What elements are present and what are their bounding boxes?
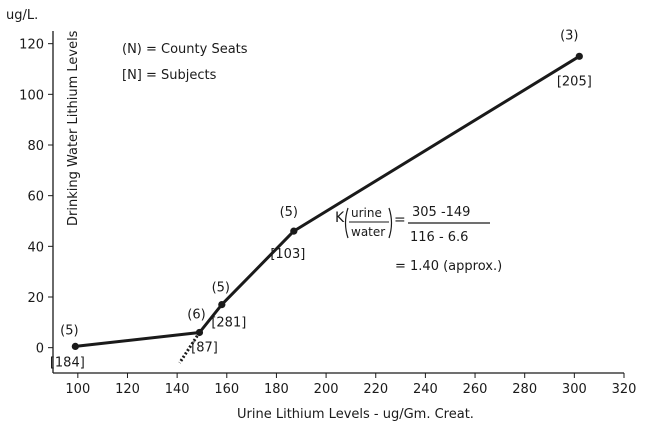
y-axis-label: Drinking Water Lithium Levels [66, 30, 81, 226]
y-unit-label: ug/L. [6, 8, 38, 23]
subjects-label: [205] [557, 74, 592, 89]
x-tick-label: 220 [363, 382, 388, 397]
county-seats-label: (6) [187, 307, 205, 322]
ticks: 100 120 140 160 180 200 220 240 260 280 300 320 0 20 4… [19, 38, 636, 397]
x-tick-label: 300 [562, 382, 587, 397]
data-point [195, 328, 204, 337]
y-tick-label: 0 [36, 342, 44, 357]
k-fraction-top: urine [351, 206, 382, 220]
axes [52, 31, 624, 374]
x-tick-label: 180 [264, 382, 289, 397]
k-denominator: 116 - 6.6 [410, 230, 468, 245]
subjects-label: [87] [191, 340, 218, 355]
k-equals: = [394, 212, 406, 228]
y-tick-label: 20 [27, 291, 44, 306]
legend-item-subjects: [N] = Subjects [122, 68, 217, 83]
x-tick-label: 100 [65, 382, 90, 397]
k-fraction-bottom: water [351, 225, 385, 239]
k-right-paren [388, 207, 393, 239]
series [71, 52, 583, 364]
k-left-paren [344, 207, 349, 239]
x-tick-label: 120 [115, 382, 140, 397]
x-tick-label: 160 [214, 382, 239, 397]
x-axis-label: Urine Lithium Levels - ug/Gm. Creat. [237, 407, 474, 422]
k-annotation: K urine water = 305 -149 116 - 6.6 = 1.4… [335, 205, 502, 274]
data-point [71, 342, 79, 350]
k-prefix: K [335, 210, 345, 226]
point-labels: (5) [184] (6) [87] (5) [281] (5) [103] (3) [205] [50, 28, 592, 370]
k-result: = 1.40 (approx.) [395, 259, 502, 274]
x-tick-label: 320 [612, 382, 637, 397]
legend: (N) = County Seats [N] = Subjects [122, 42, 248, 83]
data-point [290, 227, 298, 235]
y-tick-label: 120 [19, 38, 44, 53]
subjects-label: [281] [211, 316, 246, 331]
x-tick-label: 240 [413, 382, 438, 397]
y-tick-label: 80 [27, 139, 44, 154]
data-point [218, 301, 226, 309]
subjects-label: [184] [50, 355, 85, 370]
k-numerator: 305 -149 [412, 205, 470, 220]
county-seats-label: (5) [212, 281, 230, 296]
y-tick-label: 60 [27, 190, 44, 205]
y-tick-label: 100 [19, 88, 44, 103]
county-seats-label: (3) [560, 28, 578, 43]
county-seats-label: (5) [60, 323, 78, 338]
y-tick-label: 40 [27, 240, 44, 255]
series-line [75, 55, 581, 348]
x-tick-label: 260 [463, 382, 488, 397]
x-tick-label: 280 [512, 382, 537, 397]
x-tick-label: 140 [165, 382, 190, 397]
county-seats-label: (5) [280, 205, 298, 220]
legend-item-county-seats: (N) = County Seats [122, 42, 248, 57]
subjects-label: [103] [270, 247, 305, 262]
x-tick-label: 200 [314, 382, 339, 397]
data-point [575, 52, 583, 60]
